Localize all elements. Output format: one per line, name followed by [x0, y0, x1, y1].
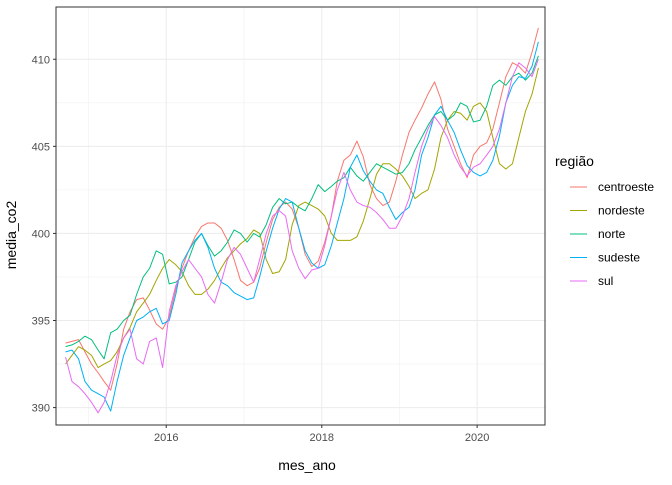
x-axis-title: mes_ano — [278, 457, 336, 473]
legend-label: centroeste — [598, 180, 654, 194]
legend-label: sudeste — [598, 251, 640, 265]
legend-items: centroeste nordeste norte sudeste sul — [570, 180, 654, 288]
panel-border — [55, 6, 546, 426]
series-line-nordeste — [65, 67, 539, 369]
x-tick-label: 2018 — [310, 432, 334, 444]
series-layer — [65, 27, 539, 414]
legend-item-norte: norte — [570, 227, 626, 241]
legend-label: sul — [598, 274, 613, 288]
y-tick-label: 400 — [32, 228, 50, 240]
y-tick-label: 390 — [32, 403, 50, 415]
legend-title: região — [555, 153, 594, 169]
tick-layer: 390 395 400 405 410 2016 2018 2020 — [32, 54, 490, 444]
series-line-sul — [65, 59, 539, 414]
y-tick-label: 395 — [32, 316, 50, 328]
legend-label: norte — [598, 227, 626, 241]
series-line-sudeste — [65, 41, 539, 412]
y-axis-title: media_co2 — [3, 201, 19, 270]
legend: região centroeste nordeste norte sudeste sul — [555, 153, 654, 288]
legend-label: nordeste — [598, 204, 645, 218]
legend-item-nordeste: nordeste — [570, 204, 645, 218]
legend-item-centroeste: centroeste — [570, 180, 654, 194]
x-tick-label: 2020 — [465, 432, 489, 444]
series-line-norte — [65, 55, 539, 360]
legend-item-sul: sul — [570, 274, 613, 288]
y-tick-label: 405 — [32, 141, 50, 153]
y-tick-label: 410 — [32, 54, 50, 66]
x-tick-label: 2016 — [154, 432, 178, 444]
legend-item-sudeste: sudeste — [570, 251, 640, 265]
